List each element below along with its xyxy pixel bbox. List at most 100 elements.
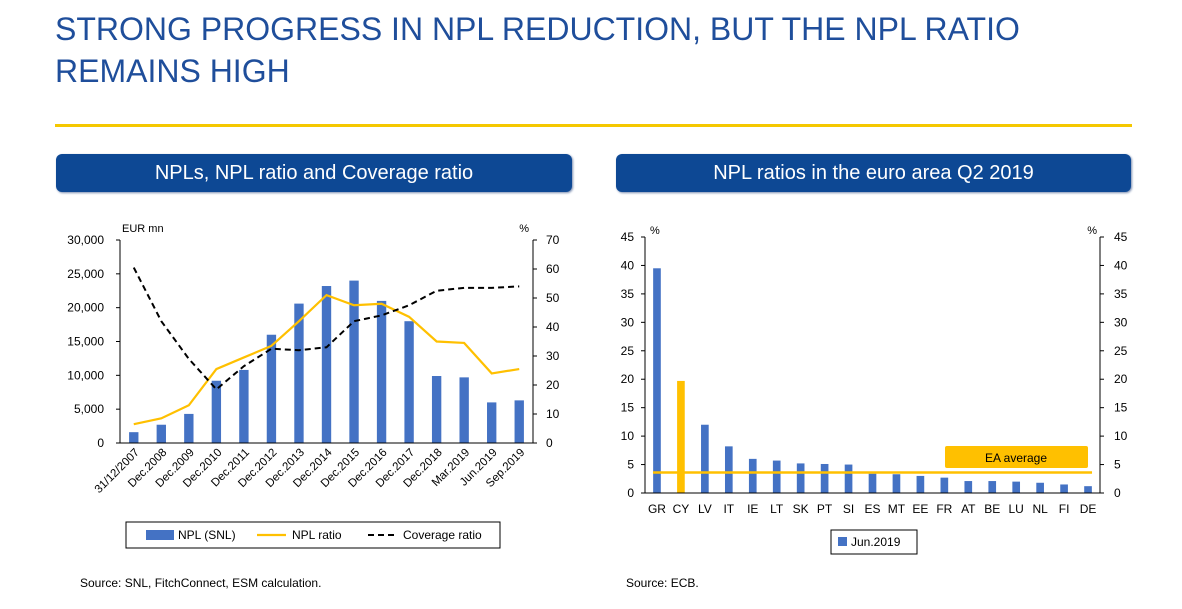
right-tick-label: 0 bbox=[546, 436, 553, 450]
x-tick-label: BE bbox=[984, 502, 1000, 516]
npl-bar bbox=[459, 377, 469, 443]
npl-bar bbox=[431, 376, 442, 443]
npl-bar bbox=[129, 432, 139, 443]
left-tick-label: 0 bbox=[97, 436, 104, 450]
left-tick-label: 10,000 bbox=[67, 368, 104, 382]
npl-ratio-bar bbox=[677, 380, 685, 493]
npl-ratio-bar bbox=[988, 481, 997, 493]
ea-average-label-box bbox=[945, 446, 1088, 468]
ea-average-label: EA average bbox=[985, 451, 1047, 465]
legend-npl-label: NPL (SNL) bbox=[178, 528, 236, 542]
npl-bar bbox=[321, 286, 332, 443]
x-tick-label: NL bbox=[1032, 502, 1048, 516]
right-tick-label: 15 bbox=[1114, 401, 1128, 415]
npl-ratio-bar bbox=[701, 424, 709, 493]
right-tick-label: 10 bbox=[1114, 429, 1128, 443]
left-tick-label: 0 bbox=[627, 486, 634, 500]
x-tick-label: LU bbox=[1009, 502, 1024, 516]
x-tick-label: SK bbox=[793, 502, 809, 516]
x-tick-label: ES bbox=[864, 502, 880, 516]
npl-ratio-bar bbox=[1036, 482, 1044, 493]
right-tick-label: 45 bbox=[1114, 230, 1128, 244]
left-tick-label: 15 bbox=[621, 401, 635, 415]
left-axis-unit: EUR mn bbox=[122, 223, 164, 235]
page-title: STRONG PROGRESS IN NPL REDUCTION, BUT TH… bbox=[55, 11, 1020, 89]
right-tick-label: 50 bbox=[546, 291, 560, 305]
npl-bar bbox=[266, 334, 277, 443]
right-panel-heading: NPL ratios in the euro area Q2 2019 bbox=[616, 154, 1131, 192]
right-tick-label: 35 bbox=[1114, 287, 1128, 301]
left-tick-label: 45 bbox=[621, 230, 635, 244]
npl-bar bbox=[514, 400, 524, 443]
right-tick-label: 5 bbox=[1114, 458, 1121, 472]
right-tick-label: 25 bbox=[1114, 344, 1128, 358]
legend-jun2019-swatch bbox=[838, 537, 847, 546]
npl-ratio-line bbox=[133, 293, 520, 426]
left-tick-label: 5 bbox=[627, 458, 634, 472]
npl-ratio-bar bbox=[892, 474, 901, 493]
npl-ratio-bar bbox=[1012, 481, 1021, 493]
euro-area-npl-chart: % % 0 0 5 5 10 10 15 15 20 20 25 25 30 30 35 35 40 40 45 45 EA… bbox=[621, 225, 1128, 555]
x-tick-label: SI bbox=[843, 502, 854, 516]
x-tick-label: FR bbox=[936, 502, 952, 516]
left-tick-label: 5,000 bbox=[74, 402, 104, 416]
right-tick-label: 30 bbox=[1114, 315, 1128, 329]
left-source-note: Source: SNL, FitchConnect, ESM calculati… bbox=[80, 576, 322, 590]
npl-ratio-bar bbox=[868, 473, 877, 493]
left-tick-label: 15,000 bbox=[67, 335, 104, 349]
left-legend-box bbox=[125, 521, 501, 549]
npl-ratio-bar bbox=[964, 481, 973, 493]
npl-ratio-bar bbox=[653, 268, 661, 493]
legend-npl-swatch bbox=[146, 530, 174, 540]
coverage-ratio-line bbox=[132, 267, 520, 391]
legend-npl-ratio-label: NPL ratio bbox=[292, 528, 342, 542]
right-tick-label: 10 bbox=[546, 407, 560, 421]
right-tick-label: 30 bbox=[546, 349, 560, 363]
title-underline bbox=[55, 124, 1132, 127]
x-tick-label: PT bbox=[817, 502, 833, 516]
npl-ratio-bar bbox=[796, 463, 805, 493]
x-tick-label: IE bbox=[747, 502, 758, 516]
legend-coverage-label: Coverage ratio bbox=[403, 528, 482, 542]
x-tick-label: GR bbox=[648, 502, 666, 516]
x-tick-label: CY bbox=[673, 502, 690, 516]
right-tick-label: 40 bbox=[546, 320, 560, 334]
left-axis-unit: % bbox=[650, 225, 660, 237]
npl-bar bbox=[376, 300, 387, 443]
npl-bar bbox=[211, 380, 222, 443]
left-panel-heading: NPLs, NPL ratio and Coverage ratio bbox=[56, 154, 572, 192]
x-tick-label: LV bbox=[698, 502, 712, 516]
right-tick-label: 70 bbox=[546, 233, 560, 247]
right-tick-label: 0 bbox=[1114, 486, 1121, 500]
right-tick-label: 60 bbox=[546, 262, 560, 276]
x-tick-label: AT bbox=[961, 502, 976, 516]
npl-ratio-bar bbox=[916, 475, 925, 493]
right-source-note: Source: ECB. bbox=[626, 576, 699, 590]
left-tick-label: 30,000 bbox=[67, 233, 104, 247]
npl-coverage-chart: EUR mn % 0 5,000 10,000 15,000 20,000 25,000 30,… bbox=[67, 223, 560, 549]
npl-bar bbox=[487, 402, 497, 443]
left-tick-label: 25 bbox=[621, 344, 635, 358]
x-tick-label: EE bbox=[912, 502, 928, 516]
npl-ratio-bar bbox=[772, 460, 781, 493]
left-tick-label: 20,000 bbox=[67, 301, 104, 315]
x-tick-label: IT bbox=[723, 502, 734, 516]
npl-ratio-bar bbox=[940, 477, 949, 493]
right-tick-label: 20 bbox=[546, 378, 560, 392]
left-tick-label: 10 bbox=[621, 429, 635, 443]
left-tick-label: 35 bbox=[621, 287, 635, 301]
left-tick-label: 20 bbox=[621, 372, 635, 386]
npl-bar bbox=[349, 280, 359, 443]
x-tick-label: FI bbox=[1059, 502, 1070, 516]
left-tick-label: 40 bbox=[621, 258, 635, 272]
x-tick-label: LT bbox=[770, 502, 784, 516]
left-tick-label: 25,000 bbox=[67, 267, 104, 281]
x-tick-label: DE bbox=[1080, 502, 1097, 516]
npl-ratio-bar bbox=[820, 463, 829, 493]
right-axis-unit: % bbox=[519, 223, 529, 235]
legend-jun2019-label: Jun.2019 bbox=[851, 535, 901, 549]
npl-bar bbox=[404, 321, 414, 443]
right-tick-label: 40 bbox=[1114, 258, 1128, 272]
npl-bar bbox=[184, 413, 194, 443]
right-tick-label: 20 bbox=[1114, 372, 1128, 386]
